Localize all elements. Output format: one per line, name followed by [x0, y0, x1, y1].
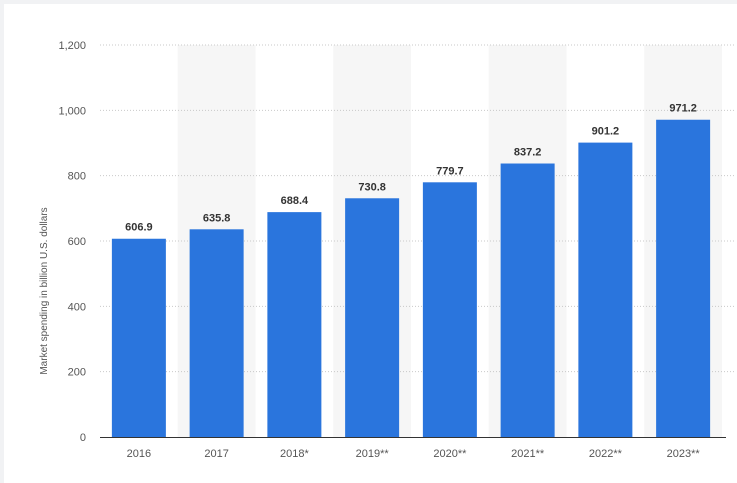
bar[interactable] — [189, 229, 244, 437]
y-axis-label: Market spending in billion U.S. dollars — [39, 207, 50, 374]
bar-chart: 0 200 400 600 800 1,000 1,200 606.9 635.8 688.4 7… — [39, 40, 736, 460]
bar[interactable] — [345, 198, 400, 437]
chart-card: 0 200 400 600 800 1,000 1,200 606.9 635.8 688.4 7… — [4, 4, 737, 483]
y-tick-label: 800 — [68, 171, 86, 183]
y-tick-label: 1,200 — [58, 40, 86, 52]
y-tick-label: 1,000 — [58, 105, 86, 117]
y-axis-ticks: 0 200 400 600 800 1,000 1,200 — [58, 40, 86, 444]
data-label: 635.8 — [203, 212, 231, 224]
data-label: 901.2 — [592, 126, 620, 138]
x-tick-label: 2022** — [589, 448, 623, 460]
bar[interactable] — [111, 238, 166, 437]
x-tick-label: 2018* — [280, 448, 309, 460]
y-tick-label: 0 — [80, 432, 86, 444]
x-axis-ticks: 2016 2017 2018* 2019** 2020** 2021** 2022** 202… — [127, 448, 701, 460]
bar[interactable] — [578, 142, 633, 437]
x-tick-label: 2017 — [204, 448, 228, 460]
bar[interactable] — [267, 212, 322, 437]
y-tick-label: 400 — [68, 301, 86, 313]
bar[interactable] — [656, 119, 711, 437]
y-tick-label: 600 — [68, 236, 86, 248]
bar[interactable] — [422, 182, 477, 437]
data-label: 971.2 — [669, 103, 697, 115]
data-label: 606.9 — [125, 222, 153, 234]
x-tick-label: 2020** — [433, 448, 467, 460]
data-label: 779.7 — [436, 165, 464, 177]
data-label: 688.4 — [281, 195, 309, 207]
x-tick-label: 2023** — [667, 448, 701, 460]
x-tick-label: 2021** — [511, 448, 545, 460]
data-label: 730.8 — [358, 181, 386, 193]
x-tick-label: 2016 — [127, 448, 151, 460]
x-tick-label: 2019** — [356, 448, 390, 460]
data-labels: 606.9 635.8 688.4 730.8 779.7 837.2 901.2 971.2 — [125, 103, 697, 234]
data-label: 837.2 — [514, 147, 542, 159]
y-tick-label: 200 — [68, 367, 86, 379]
bar[interactable] — [500, 163, 555, 438]
bars — [111, 119, 711, 438]
